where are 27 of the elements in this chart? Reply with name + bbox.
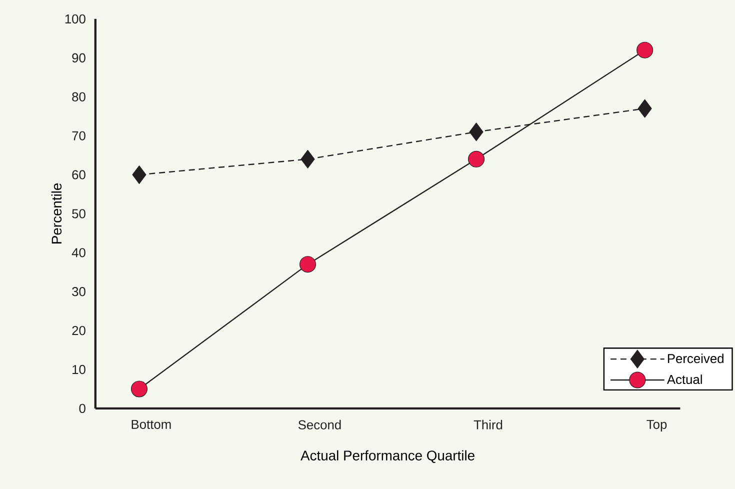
x-tick-label: Bottom [132,420,171,429]
y-tick-label: 90 [72,53,86,62]
point [299,256,316,273]
point [636,42,654,58]
y-tick-label: 100 [65,14,86,24]
y-tick-label: 40 [72,248,86,258]
y-tick-label: 30 [72,286,86,296]
x-tick-label: Third [474,420,502,430]
y-tick-label: 80 [72,92,86,102]
x-tick-label: Second [298,420,341,430]
legend-label: Perceived [668,354,724,364]
y-axis-title: Percentile [51,183,62,244]
x-axis-title: Actual Performance Quartile [300,450,474,463]
x-tick-label: Top [646,420,667,432]
legend-label: Actual [666,374,702,384]
y-tick-label: 20 [72,326,86,336]
y-tick-label: 60 [72,170,86,180]
point [638,99,652,118]
point [300,150,315,168]
point [132,165,146,184]
point [468,150,485,168]
y-tick-label: 0 [79,404,86,413]
y-tick-label: 10 [72,364,86,374]
point [130,380,148,398]
y-tick-label: 50 [72,209,86,218]
point [469,122,484,142]
y-tick-label: 70 [72,131,86,140]
